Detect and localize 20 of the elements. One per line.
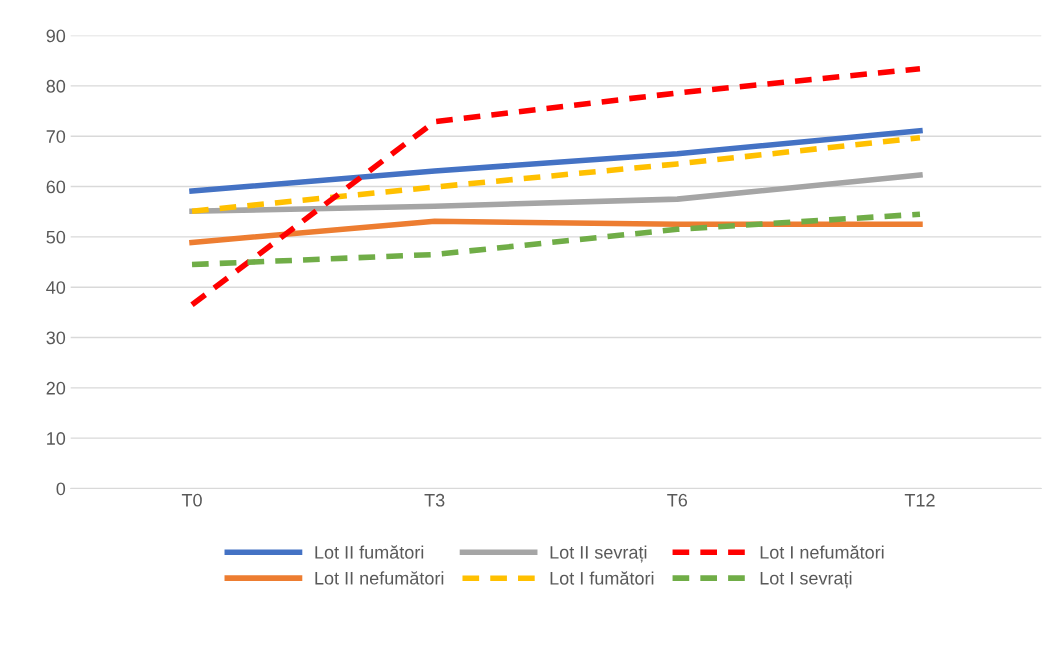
- x-tick-label: T3: [424, 493, 445, 507]
- y-tick-label: 80: [46, 79, 66, 93]
- legend-label: Lot II fumători: [315, 545, 424, 559]
- legend-label: Lot I nefumători: [760, 545, 884, 559]
- legend-label: Lot I fumători: [550, 571, 654, 585]
- x-tick-label: T0: [181, 493, 202, 507]
- y-tick-label: 30: [46, 331, 66, 345]
- y-tick-label: 50: [46, 230, 66, 244]
- legend-label: Lot II nefumători: [315, 571, 444, 585]
- legend-label: Lot I sevrați: [760, 571, 852, 589]
- y-tick-label: 40: [46, 281, 66, 294]
- y-tick-label: 60: [46, 180, 66, 194]
- x-tick-label: T6: [667, 493, 688, 507]
- x-tick-label: T12: [904, 493, 935, 507]
- legend-label: Lot II sevrați: [550, 545, 647, 563]
- y-tick-label: 90: [46, 29, 66, 43]
- y-tick-label: 20: [46, 381, 66, 395]
- y-tick-label: 0: [56, 482, 66, 496]
- y-tick-label: 70: [46, 130, 66, 143]
- y-tick-label: 10: [47, 432, 66, 445]
